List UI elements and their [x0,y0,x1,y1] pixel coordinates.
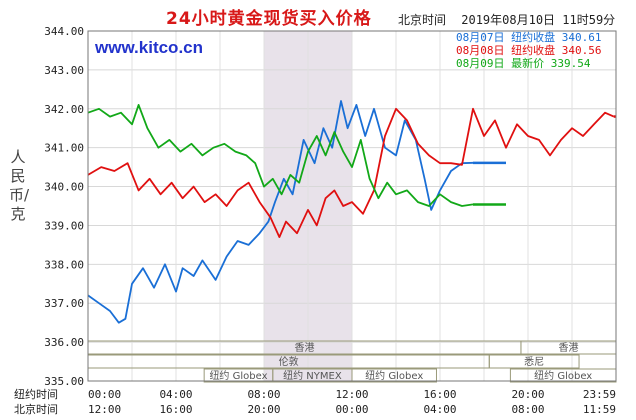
y-tick-label: 340.00 [44,181,84,194]
ny-time-row-label: 纽约时间 [14,387,58,401]
y-tick-label: 338.00 [44,258,84,271]
session-label: 香港 [294,342,314,354]
legend-date: 08月07日 [456,31,505,44]
beijing-time-row-label: 北京时间 [14,402,58,416]
ny-tick-label: 16:00 [423,388,456,401]
legend-date: 08月08日 [456,44,505,57]
legend-entry: 08月08日 纽约收盘 340.56 [456,44,602,57]
ny-tick-label: 04:00 [159,388,192,401]
ny-tick-label: 12:00 [335,388,368,401]
session-box [488,354,580,369]
legend: 08月07日 纽约收盘 340.61 08月08日 纽约收盘 340.56 08… [456,31,602,70]
series-line [87,107,615,239]
session-label: 悉尼 [524,356,544,368]
bj-tick-label: 04:00 [423,403,456,416]
legend-value: 339.54 [550,57,591,70]
legend-entry: 08月07日 纽约收盘 340.61 [456,31,602,44]
ny-tick-label: 23:59 [583,388,616,401]
y-tick-label: 339.00 [44,219,84,232]
y-tick-label: 341.00 [44,142,84,155]
legend-value: 340.61 [561,31,602,44]
legend-label: 最新价 [511,57,545,70]
current-time-info: 北京时间 2019年08月10日 11时59分 [398,11,623,28]
y-tick-label: 344.00 [44,25,84,38]
session-label: 伦敦 [279,355,299,368]
bj-tick-label: 16:00 [159,403,192,416]
y-axis-label: 人民币/克 [9,148,30,223]
series-line [87,104,474,207]
y-tick-label: 343.00 [44,64,84,77]
bj-tick-label: 20:00 [247,403,280,416]
session-label: 纽约 Globex [365,369,423,382]
ny-tick-label: 08:00 [247,388,280,401]
y-tick-label: 335.00 [44,375,84,388]
site-url[interactable]: www.kitco.cn [95,38,204,57]
legend-label: 纽约收盘 [511,31,556,44]
bj-tick-label: 00:00 [335,403,368,416]
y-tick-label: 336.00 [44,336,84,349]
ny-tick-label: 00:00 [88,388,121,401]
series-line [87,100,474,324]
y-tick-label: 342.00 [44,103,84,116]
session-label: 纽约 Globex [209,369,267,382]
legend-label: 纽约收盘 [511,44,556,57]
legend-date: 08月09日 [456,57,505,70]
timezone-label: 北京时间 [398,13,447,27]
session-label: 纽约 NYMEX [283,369,342,382]
legend-value: 340.56 [561,44,602,57]
bj-tick-label: 12:00 [88,403,121,416]
session-label: 纽约 Globex [534,369,592,382]
ny-tick-label: 20:00 [511,388,544,401]
bj-tick-label: 11:59 [583,403,616,416]
y-tick-label: 337.00 [44,297,84,310]
plot-frame [87,30,617,382]
chart-title: 24小时黄金现货买入价格 [166,9,372,29]
session-label: 香港 [558,342,578,354]
bj-tick-label: 08:00 [511,403,544,416]
session-box [351,368,437,383]
legend-entry: 08月09日 最新价 339.54 [456,57,602,70]
current-datetime: 2019年08月10日 11时59分 [461,13,616,27]
